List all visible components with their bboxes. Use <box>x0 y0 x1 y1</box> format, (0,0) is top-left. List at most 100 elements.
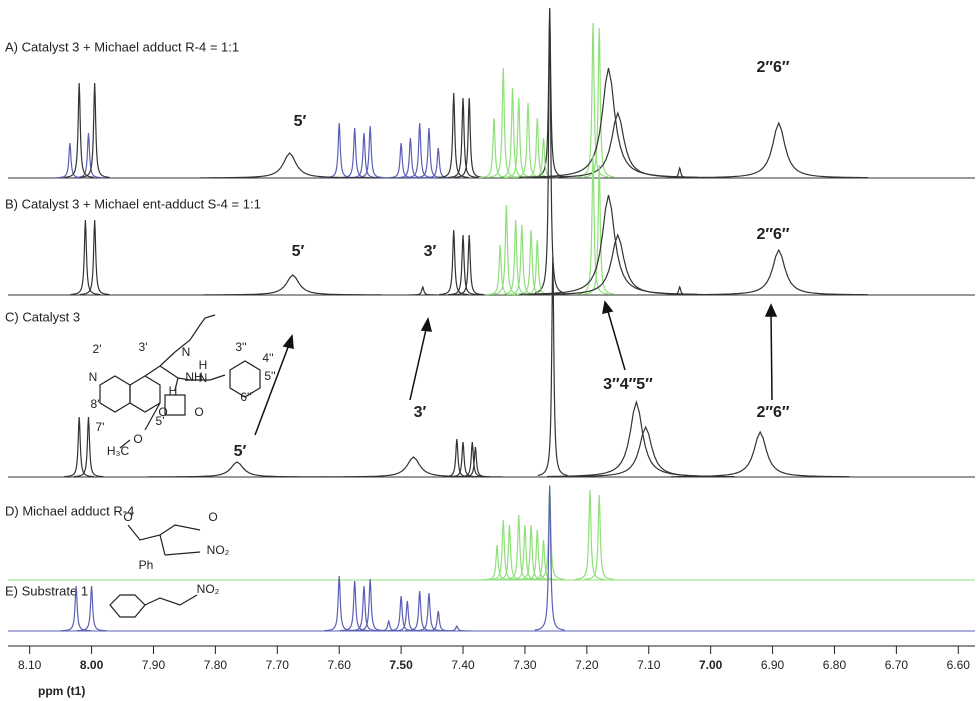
x-tick-label: 7.20 <box>575 658 599 672</box>
atom-label: NO₂ <box>207 543 230 557</box>
peak <box>491 204 522 295</box>
atom-label: 3'' <box>235 340 246 354</box>
trace-label: D) Michael adduct R-4 <box>5 503 134 518</box>
peak <box>454 234 485 296</box>
peak <box>355 578 386 632</box>
atom-label: 3' <box>139 340 148 354</box>
peak <box>534 484 565 580</box>
x-tick-label: 7.00 <box>699 658 723 672</box>
peak <box>349 585 379 632</box>
peak-annotation: 5′ <box>234 443 247 460</box>
atom-label: 4'' <box>262 351 273 365</box>
peak <box>438 92 469 179</box>
peak <box>584 494 615 581</box>
peak <box>584 27 615 178</box>
peak <box>64 82 95 178</box>
peak <box>61 585 91 632</box>
atom-label: 5'' <box>264 369 275 383</box>
x-axis-label: ppm (t1) <box>38 684 85 698</box>
peak <box>423 147 454 179</box>
peak <box>73 132 104 179</box>
peak <box>414 592 444 632</box>
peak <box>200 152 379 179</box>
trace-label: B) Catalyst 3 + Michael ent-adduct S-4 =… <box>5 196 261 211</box>
peak <box>689 121 868 179</box>
x-tick-label: 7.50 <box>389 658 413 672</box>
peak <box>339 580 370 632</box>
peak <box>547 399 726 478</box>
peak-annotation: 3′ <box>424 243 437 260</box>
atom-label: 2' <box>93 342 102 356</box>
peak <box>355 125 386 179</box>
peak <box>448 97 478 179</box>
peak <box>324 575 355 632</box>
peak <box>575 489 605 580</box>
peak <box>537 256 568 477</box>
trace-label: A) Catalyst 3 + Michael adduct R-4 = 1:1 <box>5 39 239 54</box>
peak <box>528 111 707 179</box>
x-tick-label: 6.70 <box>885 658 909 672</box>
peak <box>76 585 107 632</box>
atom-label: 7' <box>96 420 105 434</box>
x-tick-label: 7.60 <box>328 658 352 672</box>
x-tick-label: 8.10 <box>18 658 42 672</box>
atom-label: N <box>199 371 208 385</box>
peak <box>55 142 85 179</box>
peak-annotation: 5′ <box>294 113 307 130</box>
atom-label: NH <box>185 370 202 384</box>
peak <box>528 233 707 296</box>
peak <box>448 234 478 296</box>
atom-label: H <box>199 358 208 372</box>
peak <box>79 82 110 178</box>
peak <box>522 239 553 296</box>
atom-label: N <box>182 345 191 359</box>
atom-label: 8' <box>91 397 100 411</box>
peak <box>534 9 565 294</box>
peak-annotation: 2″6″ <box>756 404 789 421</box>
atom-label: 6'' <box>240 390 251 404</box>
atom-label: H <box>169 384 178 398</box>
peak <box>671 430 850 478</box>
molecule-drawings <box>99 314 261 618</box>
peak <box>73 416 104 478</box>
peak <box>516 524 547 581</box>
peak <box>556 425 735 478</box>
peak <box>324 122 355 179</box>
trace-label: C) Catalyst 3 <box>5 309 80 324</box>
x-tick-label: 6.60 <box>947 658 971 672</box>
peak-annotation: 5′ <box>292 243 305 260</box>
trace-label: E) Substrate 1 <box>5 583 88 598</box>
atom-label: O <box>194 405 203 419</box>
atom-label: 5' <box>156 414 165 428</box>
peak <box>519 194 698 295</box>
x-tick-label: 6.90 <box>761 658 785 672</box>
x-tick-label: 8.00 <box>80 658 104 672</box>
peak <box>510 524 540 581</box>
peak <box>79 219 110 296</box>
x-tick-label: 7.80 <box>204 658 228 672</box>
peak <box>454 97 485 179</box>
peak <box>147 461 327 478</box>
peak <box>522 529 553 581</box>
peak-annotation: 2″6″ <box>756 226 789 243</box>
peak <box>534 485 565 631</box>
atom-label: O <box>123 510 132 524</box>
peak <box>386 595 416 632</box>
peak <box>324 456 503 478</box>
x-tick-label: 7.70 <box>266 658 290 672</box>
peak <box>441 624 472 632</box>
atom-label: NO₂ <box>197 582 220 596</box>
atom-label: N <box>89 370 98 384</box>
x-tick-label: 7.40 <box>451 658 475 672</box>
peak <box>203 274 382 296</box>
atom-label: O <box>158 405 167 419</box>
x-tick-label: 7.30 <box>513 658 537 672</box>
peak-annotation: 3″4″5″ <box>603 376 653 393</box>
atom-label: H₃C <box>107 444 130 458</box>
peak <box>689 248 868 296</box>
atom-label: O <box>208 510 217 524</box>
peak-annotation: 3′ <box>414 404 427 421</box>
peak <box>441 438 472 478</box>
peak <box>407 285 438 296</box>
